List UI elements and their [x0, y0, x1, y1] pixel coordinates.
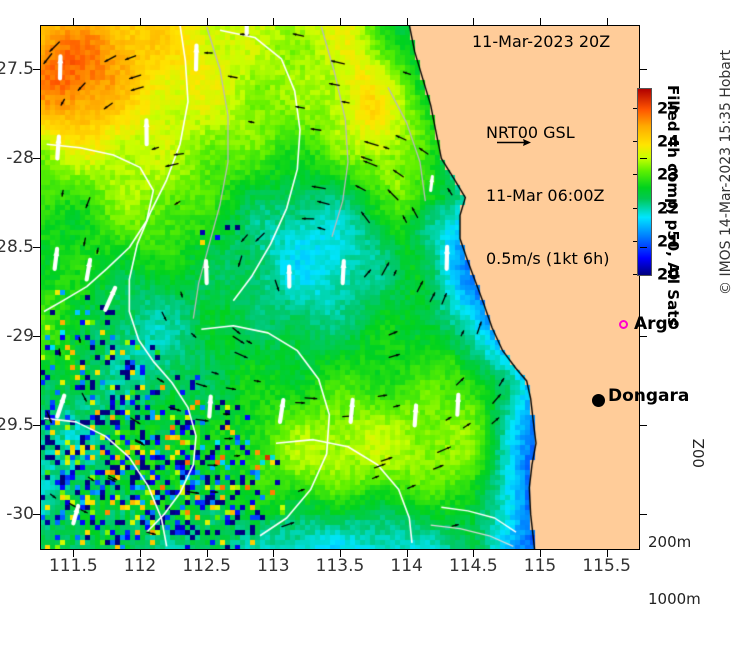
y-tick-l: [33, 158, 40, 160]
x-tick-b: [140, 550, 141, 557]
x-tick-label: 114: [390, 556, 423, 576]
x-tick-b: [206, 550, 208, 557]
colorbar-tick-label: 21: [657, 231, 680, 251]
x-tick-t: [606, 18, 608, 25]
colorbar-tick: [633, 174, 637, 176]
y-tick-label: -28.5: [0, 237, 34, 258]
x-tick-t: [473, 18, 475, 25]
x-tick-label: 114.5: [448, 556, 498, 576]
colorbar-tick-label: 20: [657, 264, 680, 284]
y-tick-label: -29: [6, 326, 34, 347]
x-tick-t: [273, 18, 275, 25]
x-tick-label: 112: [123, 556, 157, 576]
vector-scale-arrow-icon: [497, 139, 531, 146]
y-tick-l: [33, 247, 40, 249]
map-plot-area[interactable]: [40, 25, 640, 550]
x-tick-label: 115.5: [582, 556, 631, 576]
dongara-marker-label: Dongara: [608, 386, 690, 406]
date-stamp: 11-Mar-2023 20Z: [472, 32, 611, 51]
source-time-line: 11-Mar 06:00Z: [486, 186, 605, 205]
y-tick-label: -27.5: [0, 59, 34, 80]
depth-label-200m: 200m: [648, 533, 692, 551]
x-tick-t: [540, 18, 541, 25]
colorbar-tick-label: 23: [657, 164, 680, 184]
y-tick-r: [640, 336, 647, 338]
x-tick-label: 113.5: [315, 556, 365, 576]
x-tick-label: 113: [257, 556, 290, 576]
argo-marker-icon[interactable]: [619, 320, 628, 329]
y-tick-r: [640, 158, 647, 160]
colorbar-tick: [633, 141, 637, 143]
x-tick-b: [273, 550, 275, 557]
x-tick-t: [340, 18, 341, 25]
source-annotation: NRT00 GSL 11-Mar 06:00Z 0.5m/s (1kt 6h): [486, 80, 609, 311]
colorbar-tick: [633, 107, 637, 109]
source-product-line: NRT00 GSL: [486, 123, 575, 142]
colorbar-title: Filled 4h comp, p50, All Sats: [664, 85, 682, 327]
depth-label-1000m: 1000m: [648, 590, 701, 608]
y-tick-r: [640, 247, 647, 249]
colorbar-tick: [633, 207, 637, 209]
y-tick-l: [33, 69, 40, 71]
depth-contour-labels: 200m 1000m: [648, 495, 701, 647]
edge-time-label: 00Z: [690, 438, 708, 468]
colorbar-tick-label: 25: [657, 98, 680, 118]
x-tick-b: [340, 550, 341, 557]
colorbar: 25 24 23 22 21 20: [633, 88, 679, 284]
y-tick-l: [33, 336, 40, 338]
x-tick-b: [473, 550, 475, 557]
colorbar-tick-label: 22: [657, 198, 680, 218]
x-tick-t: [140, 18, 141, 25]
x-tick-b: [406, 550, 408, 557]
copyright-credit: © IMOS 14-Mar-2023 15:35 Hobart: [718, 49, 734, 295]
y-tick-label: -28: [6, 148, 34, 169]
x-tick-b: [606, 550, 608, 557]
x-tick-t: [406, 18, 408, 25]
x-tick-t: [206, 18, 208, 25]
x-tick-label: 111.5: [48, 556, 98, 576]
x-tick-label: 112.5: [182, 556, 231, 576]
y-tick-label: -29.5: [0, 415, 34, 436]
sst-map-figure: 11-Mar-2023 20Z NRT00 GSL 11-Mar 06:00Z …: [0, 18, 734, 608]
colorbar-tick-label: 24: [657, 131, 680, 151]
y-tick-label: -30: [6, 504, 34, 525]
vector-scale-line: 0.5m/s (1kt 6h): [486, 249, 610, 268]
y-tick-r: [640, 514, 647, 516]
y-tick-l: [33, 514, 40, 516]
x-tick-t: [73, 18, 75, 25]
contour-and-vector-layer: [40, 25, 640, 550]
dongara-marker-icon[interactable]: [592, 394, 605, 407]
y-tick-l: [33, 425, 40, 427]
y-tick-r: [640, 425, 647, 427]
colorbar-gradient: [637, 88, 652, 276]
colorbar-tick: [633, 240, 637, 242]
colorbar-tick: [633, 274, 637, 275]
x-tick-b: [540, 550, 541, 557]
x-tick-label: 115: [523, 556, 557, 576]
argo-marker-label: Argo: [634, 314, 680, 334]
x-tick-b: [73, 550, 75, 557]
y-tick-r: [640, 69, 647, 71]
